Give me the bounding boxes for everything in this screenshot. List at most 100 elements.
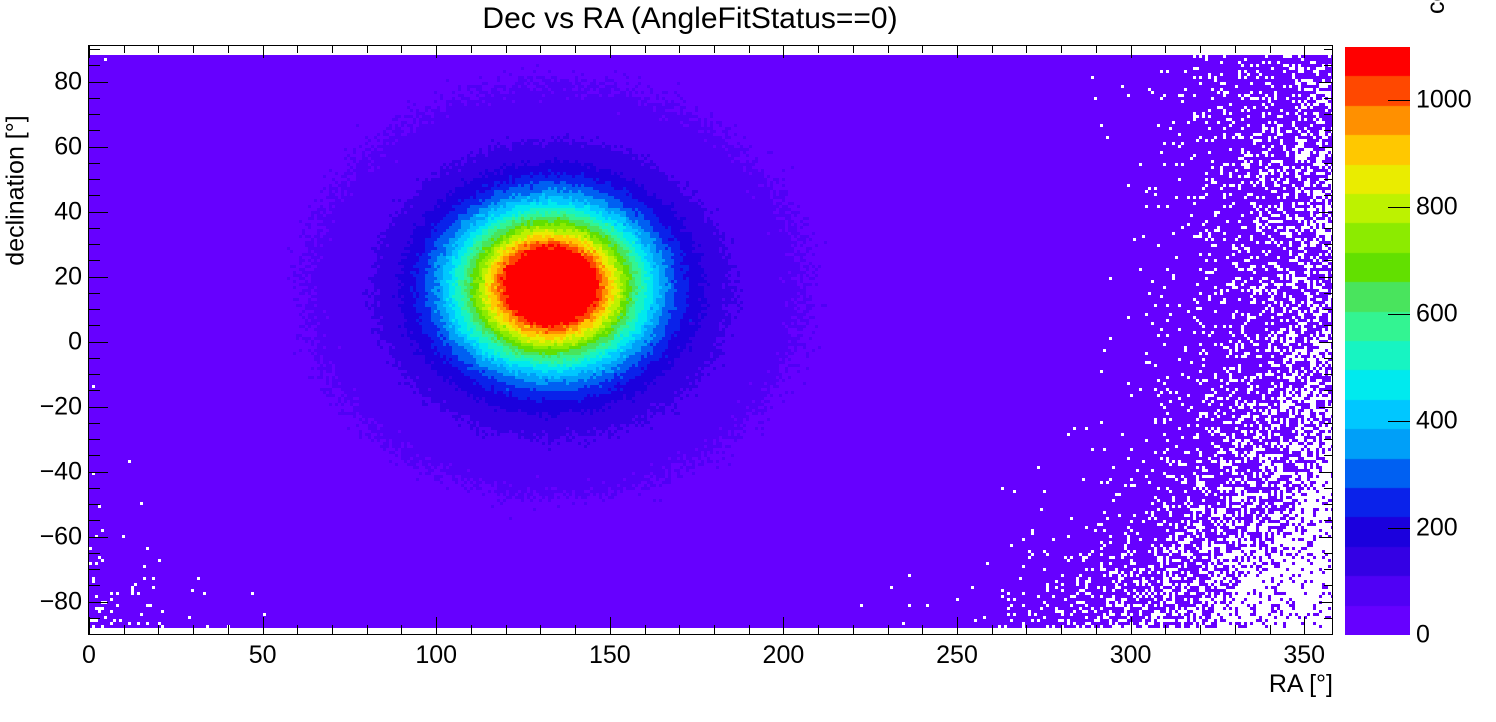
colorbar-tick [1388,314,1410,315]
y-tick [89,179,100,180]
colorbar-canvas [1345,47,1410,635]
y-tick-label: 0 [68,327,82,356]
colorbar-tick-label: 0 [1416,620,1430,649]
x-tick [992,625,993,634]
colorbar-title: count [1422,0,1451,14]
x-tick-top [1304,46,1305,58]
colorbar-tick [1388,528,1410,529]
x-tick-top [610,46,611,58]
y-tick [89,212,108,213]
y-tick [89,455,100,456]
y-tick-right [1324,504,1332,505]
y-tick [89,309,100,310]
y-tick [89,439,100,440]
colorbar-tick [1388,100,1410,101]
y-tick [89,49,100,50]
y-tick-right [1324,98,1332,99]
y-tick [89,602,108,603]
x-tick-top [263,46,264,58]
y-tick-right [1324,374,1332,375]
x-tick-top [922,46,923,53]
x-tick [888,625,889,634]
x-tick-top [575,46,576,53]
y-tick-right [1324,455,1332,456]
y-tick [89,98,100,99]
y-tick [89,569,100,570]
y-tick [89,342,108,343]
y-tick-right [1324,163,1332,164]
x-tick-top [1061,46,1062,53]
y-tick [89,423,100,424]
y-tick-label: 20 [54,262,82,291]
y-tick [89,618,100,619]
x-tick [1270,625,1271,634]
x-tick [263,617,264,634]
x-tick-label: 200 [762,641,805,669]
y-tick [89,244,100,245]
x-tick-top [124,46,125,53]
y-tick-right [1324,195,1332,196]
colorbar-tick-label: 400 [1416,406,1458,435]
x-tick-top [436,46,437,58]
y-tick-right [1324,179,1332,180]
y-tick-right [1324,634,1332,635]
y-tick-right [1324,293,1332,294]
y-tick [89,325,100,326]
x-tick-top [332,46,333,53]
x-tick-top [1165,46,1166,53]
x-tick [158,625,159,634]
y-tick-label: −40 [39,457,82,486]
y-tick [89,277,108,278]
x-tick [1235,625,1236,634]
x-tick-top [957,46,958,58]
y-tick [89,488,100,489]
x-tick-label: 100 [415,641,458,669]
x-tick-top [228,46,229,53]
y-tick-right [1324,390,1332,391]
y-tick-right [1319,82,1332,83]
plot-frame [88,45,1333,635]
colorbar-tick-label: 1000 [1416,85,1472,114]
x-tick-top [193,46,194,53]
x-tick-top [853,46,854,53]
y-tick-right [1319,212,1332,213]
y-tick-right [1324,325,1332,326]
x-tick [1165,625,1166,634]
x-tick-top [783,46,784,58]
y-tick-right [1324,618,1332,619]
x-tick-label: 250 [936,641,978,669]
x-tick-top [1131,46,1132,58]
y-tick-right [1324,49,1332,50]
x-tick [1096,625,1097,634]
x-tick-label: 300 [1109,641,1152,669]
x-tick-top [888,46,889,53]
x-tick [853,625,854,634]
y-tick-right [1324,569,1332,570]
y-tick-right [1324,439,1332,440]
x-tick [193,625,194,634]
y-tick-right [1324,488,1332,489]
colorbar-tick-label: 200 [1416,513,1458,542]
y-tick [89,407,108,408]
x-tick [1026,625,1027,634]
y-tick-right [1324,65,1332,66]
x-tick-top [749,46,750,53]
y-tick-right [1324,260,1332,261]
x-tick [957,617,958,634]
x-tick [89,617,90,634]
x-tick [610,617,611,634]
x-tick-top [401,46,402,53]
x-tick [818,625,819,634]
x-tick [506,625,507,634]
y-tick-label: 60 [54,132,82,161]
y-tick [89,293,100,294]
y-tick [89,553,100,554]
y-tick [89,504,100,505]
x-tick [645,625,646,634]
x-tick [332,625,333,634]
x-tick-top [158,46,159,53]
x-tick-top [818,46,819,53]
y-tick-label: −60 [39,522,82,551]
x-tick-top [89,46,90,58]
y-tick [89,65,100,66]
